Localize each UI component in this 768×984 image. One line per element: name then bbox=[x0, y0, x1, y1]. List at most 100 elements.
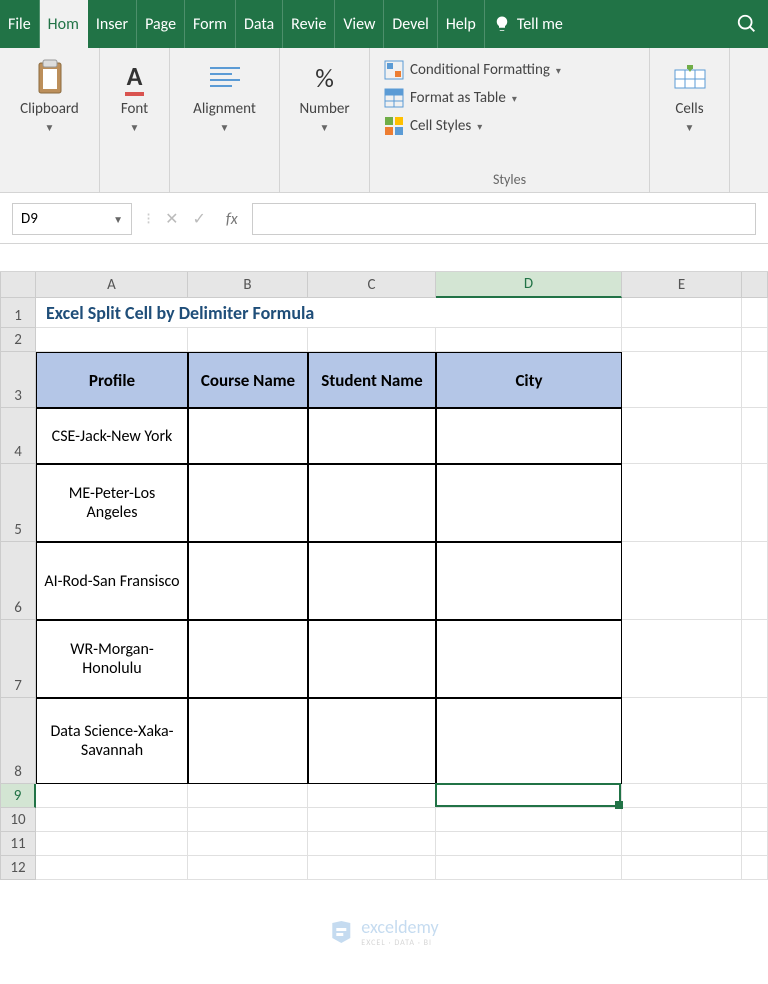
cell-d9[interactable] bbox=[436, 784, 622, 808]
cell-c10[interactable] bbox=[308, 808, 436, 832]
col-header-b[interactable]: B bbox=[188, 272, 308, 298]
cell-c8[interactable] bbox=[308, 698, 436, 784]
number-button[interactable]: % Number ▼ bbox=[293, 54, 355, 138]
cell-b6[interactable] bbox=[188, 542, 308, 620]
cell-f11[interactable] bbox=[742, 832, 768, 856]
cell-a4[interactable]: CSE-Jack-New York bbox=[36, 408, 188, 464]
cell-f4[interactable] bbox=[742, 408, 768, 464]
cell-e3[interactable] bbox=[622, 352, 742, 408]
cell-c7[interactable] bbox=[308, 620, 436, 698]
cell-a12[interactable] bbox=[36, 856, 188, 880]
cell-d4[interactable] bbox=[436, 408, 622, 464]
cell-c9[interactable] bbox=[308, 784, 436, 808]
cell-f8[interactable] bbox=[742, 698, 768, 784]
tab-review[interactable]: Revie bbox=[283, 0, 335, 48]
col-header-f[interactable] bbox=[742, 272, 768, 298]
cell-b11[interactable] bbox=[188, 832, 308, 856]
cell-e10[interactable] bbox=[622, 808, 742, 832]
cell-a10[interactable] bbox=[36, 808, 188, 832]
select-all-corner[interactable] bbox=[0, 272, 36, 298]
cell-f1[interactable] bbox=[742, 298, 768, 328]
cell-a6[interactable]: AI-Rod-San Fransisco bbox=[36, 542, 188, 620]
tab-help[interactable]: Help bbox=[438, 0, 485, 48]
cell-d11[interactable] bbox=[436, 832, 622, 856]
cell-d3[interactable]: City bbox=[436, 352, 622, 408]
row-header-9[interactable]: 9 bbox=[0, 784, 36, 808]
cell-c12[interactable] bbox=[308, 856, 436, 880]
cell-f6[interactable] bbox=[742, 542, 768, 620]
cell-c4[interactable] bbox=[308, 408, 436, 464]
cell-e4[interactable] bbox=[622, 408, 742, 464]
tab-home[interactable]: Hom bbox=[40, 0, 88, 48]
cell-c11[interactable] bbox=[308, 832, 436, 856]
cell-d8[interactable] bbox=[436, 698, 622, 784]
cell-d6[interactable] bbox=[436, 542, 622, 620]
cell-e8[interactable] bbox=[622, 698, 742, 784]
cell-b7[interactable] bbox=[188, 620, 308, 698]
cell-c3[interactable]: Student Name bbox=[308, 352, 436, 408]
tab-page-layout[interactable]: Page bbox=[137, 0, 185, 48]
cell-a1[interactable]: Excel Split Cell by Delimiter Formula bbox=[36, 298, 622, 328]
row-header-10[interactable]: 10 bbox=[0, 808, 36, 832]
font-button[interactable]: A Font ▼ bbox=[109, 54, 161, 138]
cell-a8[interactable]: Data Science-Xaka-Savannah bbox=[36, 698, 188, 784]
col-header-c[interactable]: C bbox=[308, 272, 436, 298]
tab-view[interactable]: View bbox=[335, 0, 384, 48]
cell-a9[interactable] bbox=[36, 784, 188, 808]
cell-d7[interactable] bbox=[436, 620, 622, 698]
cell-e6[interactable] bbox=[622, 542, 742, 620]
cell-a11[interactable] bbox=[36, 832, 188, 856]
cell-e7[interactable] bbox=[622, 620, 742, 698]
fill-handle[interactable] bbox=[615, 801, 623, 809]
cell-c2[interactable] bbox=[308, 328, 436, 352]
col-header-e[interactable]: E bbox=[622, 272, 742, 298]
row-header-1[interactable]: 1 bbox=[0, 298, 36, 328]
row-header-4[interactable]: 4 bbox=[0, 408, 36, 464]
cell-a5[interactable]: ME-Peter-Los Angeles bbox=[36, 464, 188, 542]
fx-icon[interactable]: fx bbox=[220, 210, 244, 229]
cell-b9[interactable] bbox=[188, 784, 308, 808]
row-header-11[interactable]: 11 bbox=[0, 832, 36, 856]
name-box[interactable]: D9 ▼ bbox=[12, 203, 132, 235]
cells-button[interactable]: Cells ▼ bbox=[664, 54, 716, 138]
accept-formula-icon[interactable]: ✓ bbox=[193, 209, 206, 229]
tab-developer[interactable]: Devel bbox=[384, 0, 437, 48]
row-header-3[interactable]: 3 bbox=[0, 352, 36, 408]
cell-e12[interactable] bbox=[622, 856, 742, 880]
cell-c6[interactable] bbox=[308, 542, 436, 620]
cell-f3[interactable] bbox=[742, 352, 768, 408]
cell-b4[interactable] bbox=[188, 408, 308, 464]
cell-e9[interactable] bbox=[622, 784, 742, 808]
cell-a2[interactable] bbox=[36, 328, 188, 352]
search-icon[interactable] bbox=[736, 13, 758, 35]
row-header-6[interactable]: 6 bbox=[0, 542, 36, 620]
cell-e11[interactable] bbox=[622, 832, 742, 856]
cell-f10[interactable] bbox=[742, 808, 768, 832]
conditional-formatting-button[interactable]: Conditional Formatting ▾ bbox=[380, 58, 565, 82]
row-header-8[interactable]: 8 bbox=[0, 698, 36, 784]
cell-f2[interactable] bbox=[742, 328, 768, 352]
cell-f9[interactable] bbox=[742, 784, 768, 808]
cell-f5[interactable] bbox=[742, 464, 768, 542]
cell-e2[interactable] bbox=[622, 328, 742, 352]
col-header-d[interactable]: D bbox=[436, 272, 622, 298]
cell-b3[interactable]: Course Name bbox=[188, 352, 308, 408]
formula-input[interactable] bbox=[252, 203, 756, 235]
cell-d12[interactable] bbox=[436, 856, 622, 880]
tab-formulas[interactable]: Form bbox=[185, 0, 236, 48]
cell-c5[interactable] bbox=[308, 464, 436, 542]
row-header-5[interactable]: 5 bbox=[0, 464, 36, 542]
cell-b10[interactable] bbox=[188, 808, 308, 832]
formula-more-icon[interactable]: ⁝ bbox=[146, 209, 151, 229]
cell-b5[interactable] bbox=[188, 464, 308, 542]
tab-data[interactable]: Data bbox=[236, 0, 283, 48]
row-header-2[interactable]: 2 bbox=[0, 328, 36, 352]
cell-a7[interactable]: WR-Morgan-Honolulu bbox=[36, 620, 188, 698]
cell-d5[interactable] bbox=[436, 464, 622, 542]
cell-a3[interactable]: Profile bbox=[36, 352, 188, 408]
cell-styles-button[interactable]: Cell Styles ▾ bbox=[380, 114, 565, 138]
tell-me-search[interactable]: Tell me bbox=[485, 0, 571, 48]
cell-b8[interactable] bbox=[188, 698, 308, 784]
cell-b12[interactable] bbox=[188, 856, 308, 880]
cell-f12[interactable] bbox=[742, 856, 768, 880]
